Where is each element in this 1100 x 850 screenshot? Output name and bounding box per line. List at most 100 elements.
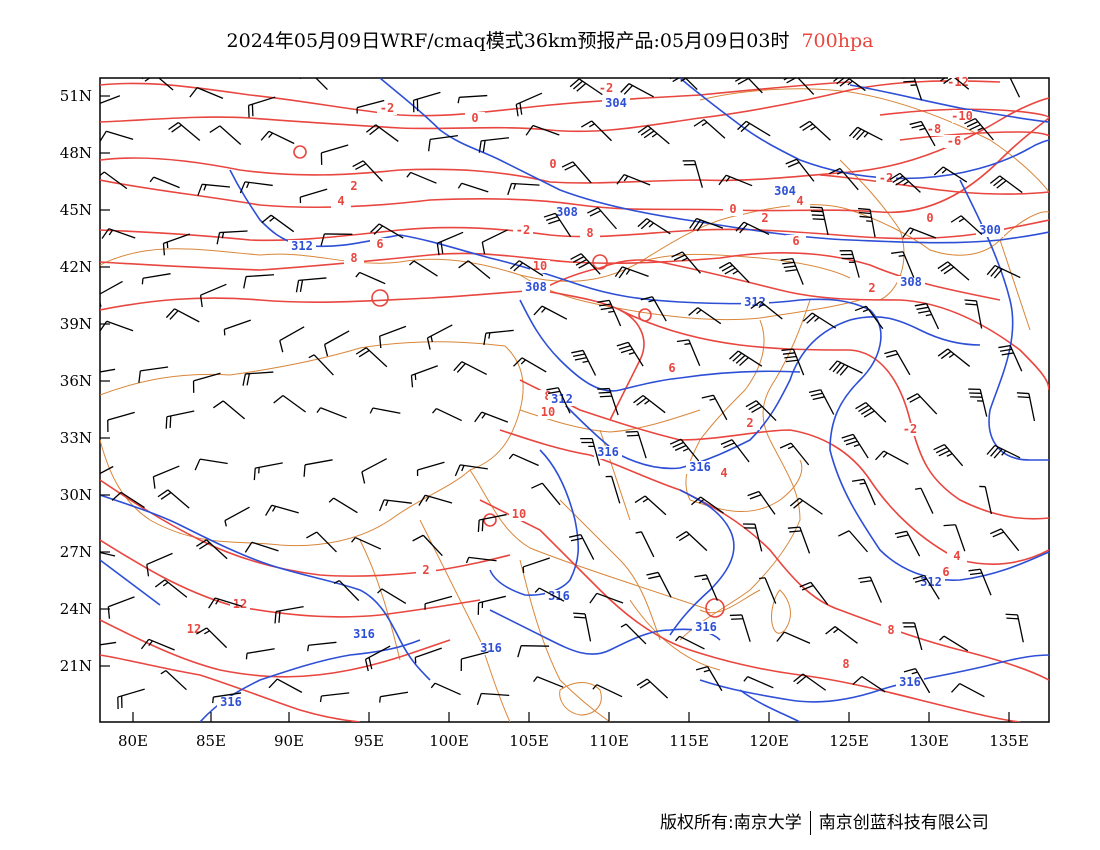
height-contour-label: 312 xyxy=(291,239,313,253)
temp-contour-label: 0 xyxy=(549,157,556,171)
wind-barb xyxy=(268,678,303,693)
wind-barb xyxy=(100,95,121,104)
wind-barb xyxy=(838,530,868,553)
temp-contour-label: 0 xyxy=(926,211,933,225)
temp-label-bg xyxy=(740,417,760,430)
wind-barb xyxy=(533,676,564,688)
wind-barb xyxy=(509,260,544,277)
temp-label-bg xyxy=(900,423,920,436)
wind-barb xyxy=(508,453,539,467)
wind-barb xyxy=(474,411,509,423)
wind-barb xyxy=(592,684,623,698)
lat-label: 33N xyxy=(60,429,92,447)
lat-label: 48N xyxy=(60,144,92,162)
wind-barb xyxy=(718,261,750,283)
wind-barb xyxy=(418,494,453,506)
wind-barb xyxy=(571,349,597,376)
temp-contour-label: 2 xyxy=(761,211,768,225)
wind-barb xyxy=(513,357,547,373)
wind-barb xyxy=(676,339,701,366)
wind-barb xyxy=(903,668,931,694)
title-level: 700hpa xyxy=(801,30,874,52)
temp-label-bg xyxy=(786,235,806,248)
wind-barb xyxy=(279,326,305,353)
wind-barb xyxy=(914,303,940,330)
wind-barb xyxy=(682,160,704,188)
wind-barb xyxy=(675,530,708,552)
wind-barb xyxy=(460,651,489,672)
temp-label-bg xyxy=(948,76,968,89)
wind-barb xyxy=(140,638,175,651)
temp-contour-label: -2 xyxy=(516,223,530,237)
wind-barb xyxy=(828,167,859,191)
wind-barb xyxy=(157,489,190,509)
lat-label: 21N xyxy=(60,657,92,675)
wind-barb xyxy=(209,125,242,146)
temp-contour-label: 4 xyxy=(720,466,727,480)
wind-barb xyxy=(483,329,514,346)
temp-contour-label: 2 xyxy=(350,179,357,193)
temp-contour-label: 4 xyxy=(953,549,960,563)
wind-barb xyxy=(902,227,937,239)
height-contour-label: 308 xyxy=(556,205,578,219)
wind-barb xyxy=(410,365,438,388)
wind-barb xyxy=(320,144,349,165)
wind-barb xyxy=(728,350,763,367)
height-contour-label: 312 xyxy=(551,392,573,406)
lon-label: 135E xyxy=(989,732,1029,750)
wind-barb xyxy=(986,444,1021,459)
temp-contour-label: 2 xyxy=(868,281,875,295)
wind-barb xyxy=(569,534,595,560)
wind-barb xyxy=(979,485,992,515)
wind-barb xyxy=(570,253,601,275)
wind-barb xyxy=(160,670,187,691)
wind-barb xyxy=(787,526,811,554)
wind-barb xyxy=(412,91,441,113)
wind-barb xyxy=(671,251,701,274)
wind-barb xyxy=(1005,613,1024,643)
temp-contour-label: 0 xyxy=(729,202,736,216)
wind-barb xyxy=(364,645,391,672)
wind-barb xyxy=(477,513,507,533)
temp-label-bg xyxy=(755,212,775,225)
wind-barb xyxy=(580,120,612,142)
temp-label-bg xyxy=(465,112,485,125)
wind-barb xyxy=(141,78,174,91)
wind-barb xyxy=(810,206,829,236)
wind-barb xyxy=(522,557,550,573)
height-label-layer: 304 304 308 312 308 312 308 300 312 316 316 316 316 3… xyxy=(217,96,1004,709)
wind-barb xyxy=(328,497,358,514)
wind-barb xyxy=(517,645,550,658)
wind-barb xyxy=(968,568,992,596)
temp-label-bg xyxy=(370,238,390,251)
temp-contour-label: 10 xyxy=(541,405,555,419)
wind-barb xyxy=(855,402,887,423)
wind-barb xyxy=(802,312,837,329)
wind-barb xyxy=(149,176,180,189)
wind-barb xyxy=(589,592,624,604)
temp-contour-label: 8 xyxy=(842,657,849,671)
temp-contour-label: -2 xyxy=(903,422,917,436)
wind-barb xyxy=(478,137,510,153)
height-label-bg xyxy=(897,276,925,289)
wind-barb xyxy=(848,126,883,141)
wind-barb xyxy=(808,389,835,415)
chart-title: 2024年05月09日WRF/cmaq模式36km预报产品:05月09日03时 7… xyxy=(0,26,1100,53)
height-label-bg xyxy=(553,206,581,219)
lon-label: 110E xyxy=(589,732,629,750)
wind-barb xyxy=(742,523,763,552)
wind-barb xyxy=(964,299,983,329)
temp-contour-label: 6 xyxy=(668,361,675,375)
wind-barb xyxy=(168,122,201,141)
wind-barb xyxy=(295,277,327,293)
wind-barb xyxy=(117,688,145,710)
lat-label: 45N xyxy=(60,201,92,219)
wind-barb xyxy=(162,233,191,256)
wind-barb xyxy=(100,641,117,646)
wind-barb xyxy=(580,437,601,466)
wind-barb xyxy=(779,442,810,466)
wind-barb xyxy=(308,354,334,376)
wind-barb xyxy=(239,181,273,194)
copyright-footer: 版权所有:南京大学 南京创蓝科技有限公司 xyxy=(660,808,989,835)
